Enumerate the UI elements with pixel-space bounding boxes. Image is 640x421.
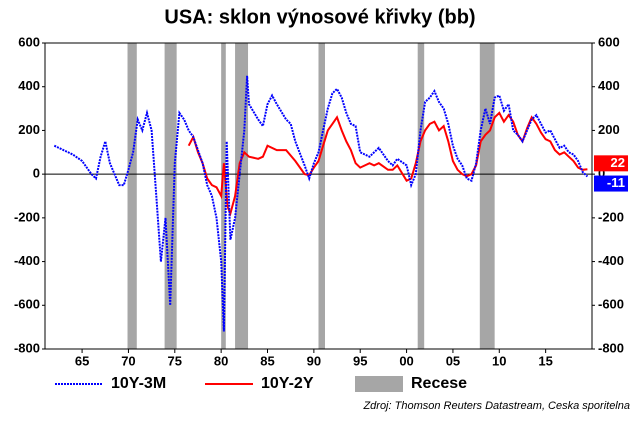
recession-band (417, 43, 425, 349)
x-tick-label: 95 (353, 353, 367, 368)
recession-band (318, 43, 325, 349)
x-tick-label: 85 (260, 353, 274, 368)
legend-label: Recese (411, 375, 467, 392)
recession-band (221, 43, 226, 349)
legend-label: 10Y-3M (111, 375, 166, 392)
y2-tick-label: -600 (598, 297, 624, 312)
y2-tick-label: -400 (598, 253, 624, 268)
x-tick-label: 15 (538, 353, 552, 368)
y2-tick-label: 0 (598, 166, 605, 181)
end-label: 22 (611, 155, 625, 170)
x-tick-label: 10 (492, 353, 506, 368)
y2-tick-label: 200 (598, 122, 620, 137)
end-label-box (594, 155, 628, 172)
legend-label: 10Y-2Y (261, 375, 314, 392)
chart-title: USA: sklon výnosové křivky (bb) (164, 6, 475, 28)
x-tick-label: 80 (214, 353, 228, 368)
recession-band (164, 43, 177, 349)
y2-tick-label: 400 (598, 78, 620, 93)
y-tick-label: 0 (33, 166, 40, 181)
recession-band (127, 43, 137, 349)
x-tick-label: 90 (307, 353, 321, 368)
y-tick-label: -600 (14, 297, 40, 312)
end-label-box (594, 175, 628, 192)
y-tick-label: 600 (18, 34, 40, 49)
y-tick-label: 400 (18, 78, 40, 93)
y2-tick-label: -800 (598, 340, 624, 355)
y-tick-label: 200 (18, 122, 40, 137)
x-tick-label: 00 (399, 353, 413, 368)
end-label: -11 (607, 175, 625, 190)
legend-swatch (355, 376, 403, 392)
x-tick-label: 70 (121, 353, 135, 368)
x-tick-label: 65 (75, 353, 89, 368)
x-tick-label: 75 (168, 353, 182, 368)
y2-tick-label: 600 (598, 34, 620, 49)
recession-band (479, 43, 495, 349)
y-tick-label: -400 (14, 253, 40, 268)
y-tick-label: -200 (14, 209, 40, 224)
plot-frame (44, 42, 593, 350)
y2-tick-label: -200 (598, 209, 624, 224)
x-tick-label: 05 (446, 353, 460, 368)
source: Zdroj: Thomson Reuters Datastream, Ceska… (362, 400, 630, 412)
series-line (53, 75, 589, 332)
y-tick-label: -800 (14, 340, 40, 355)
